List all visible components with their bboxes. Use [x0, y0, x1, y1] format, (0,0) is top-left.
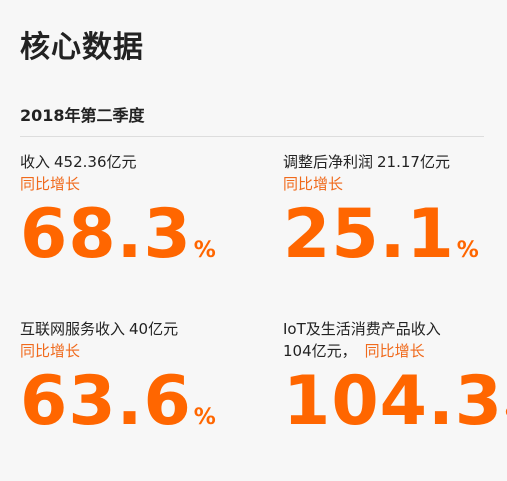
metric-amount: 104亿元， — [283, 342, 357, 360]
metric-label: 收入 452.36亿元 — [20, 151, 255, 173]
metric-revenue: 收入 452.36亿元 同比增长 68.3% — [20, 151, 255, 273]
percent-sign: % — [193, 238, 216, 263]
metric-label: 互联网服务收入 40亿元 — [20, 318, 255, 340]
percent-sign: % — [456, 238, 479, 263]
metric-internet-services-revenue: 互联网服务收入 40亿元 同比增长 63.6% — [20, 318, 255, 440]
metric-label: 调整后净利润 21.17亿元 — [283, 151, 507, 173]
growth-value: 25.1% — [283, 197, 507, 273]
growth-value: 104.3% — [283, 362, 507, 441]
metric-iot-lifestyle-revenue: IoT及生活消费产品收入 104亿元， 同比增长 104.3% — [283, 318, 507, 441]
growth-number: 104.3 — [283, 362, 504, 441]
metric-amount-row: 104亿元， 同比增长 — [283, 340, 503, 362]
metric-name: 互联网服务收入 — [20, 320, 126, 338]
growth-label: 同比增长 — [364, 342, 425, 360]
percent-sign: % — [505, 405, 507, 430]
growth-number: 25.1 — [283, 195, 455, 274]
metric-amount: 21.17亿元 — [377, 153, 450, 171]
growth-number: 63.6 — [20, 362, 192, 441]
period-subtitle: 2018年第二季度 — [20, 106, 145, 125]
metric-amount: 40亿元 — [129, 320, 179, 338]
metric-amount: 452.36亿元 — [54, 153, 137, 171]
growth-value: 68.3% — [20, 197, 255, 273]
growth-label: 同比增长 — [283, 175, 344, 193]
percent-sign: % — [193, 405, 216, 430]
metric-name: 调整后净利润 — [283, 153, 374, 171]
growth-number: 68.3 — [20, 195, 192, 274]
growth-value: 63.6% — [20, 364, 255, 440]
section-divider — [20, 136, 484, 137]
growth-label: 同比增长 — [20, 175, 81, 193]
metric-name: 收入 — [20, 153, 51, 171]
metric-label: IoT及生活消费产品收入 — [283, 320, 441, 338]
page-title: 核心数据 — [20, 30, 144, 65]
metric-adjusted-net-profit: 调整后净利润 21.17亿元 同比增长 25.1% — [283, 151, 507, 273]
growth-label: 同比增长 — [20, 342, 81, 360]
